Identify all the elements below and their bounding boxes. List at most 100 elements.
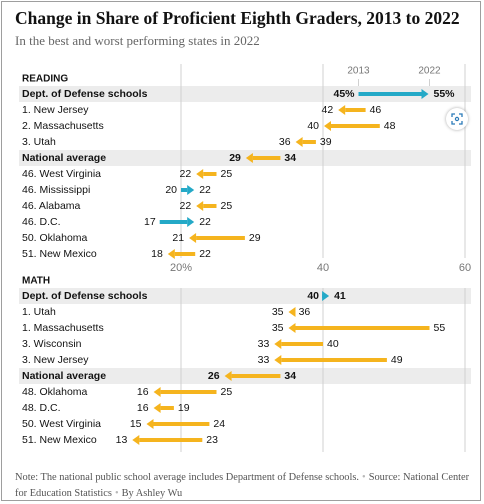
legend-year-start: 2013 bbox=[347, 66, 370, 77]
row-label: 3. Utah bbox=[22, 136, 56, 148]
arrow-head bbox=[153, 403, 161, 413]
row-label: 46. D.C. bbox=[22, 216, 61, 228]
row-label: 1. Massachusetts bbox=[22, 322, 104, 334]
highlight-band bbox=[19, 288, 471, 304]
value-2013: 46 bbox=[370, 104, 382, 116]
value-2013: 48 bbox=[384, 120, 396, 132]
arrow-head bbox=[274, 355, 282, 365]
footnote-text: Note: The national public school average… bbox=[15, 472, 360, 483]
row-label: 3. Wisconsin bbox=[22, 338, 82, 350]
value-2013: 25 bbox=[221, 386, 233, 398]
footnote-byline: By Ashley Wu bbox=[121, 488, 183, 499]
section-header: MATH bbox=[22, 276, 50, 287]
row-label: 1. New Jersey bbox=[22, 104, 89, 116]
row-label: 51. New Mexico bbox=[22, 248, 97, 260]
value-2013: 25 bbox=[221, 200, 233, 212]
footnote-source: Source: National Center for Education St… bbox=[15, 472, 470, 499]
value-2022: 22 bbox=[199, 184, 211, 196]
value-2013: 29 bbox=[249, 232, 261, 244]
arrow-head bbox=[189, 233, 197, 243]
legend-year-end: 2022 bbox=[418, 66, 441, 77]
value-2022: 22 bbox=[180, 200, 192, 212]
arrow-head bbox=[288, 307, 296, 317]
value-2013: 20 bbox=[165, 184, 177, 196]
footnote-separator: • bbox=[362, 472, 366, 483]
arrow-head bbox=[167, 249, 175, 259]
arrow-head bbox=[196, 201, 204, 211]
value-2022: 16 bbox=[137, 402, 149, 414]
value-2022: 21 bbox=[172, 232, 184, 244]
row-label: National average bbox=[22, 152, 106, 164]
value-2013: 19 bbox=[178, 402, 190, 414]
value-2013: 40 bbox=[307, 290, 319, 302]
expand-icon[interactable] bbox=[446, 108, 468, 130]
expand-icon-glyph bbox=[451, 113, 463, 125]
row-label: Dept. of Defense schools bbox=[22, 290, 148, 302]
row-label: 50. Oklahoma bbox=[22, 232, 88, 244]
value-2013: 45% bbox=[333, 88, 355, 100]
value-2013: 23 bbox=[206, 434, 218, 446]
row-label: Dept. of Defense schools bbox=[22, 88, 148, 100]
value-2022: 40 bbox=[307, 120, 319, 132]
x-tick-label: 60 bbox=[459, 262, 471, 274]
x-tick-label: 20% bbox=[170, 262, 192, 274]
value-2022: 35 bbox=[272, 322, 284, 334]
arrow-head bbox=[295, 137, 303, 147]
value-2013: 36 bbox=[299, 306, 311, 318]
chart-subtitle: In the best and worst performing states … bbox=[15, 33, 260, 48]
value-2022: 42 bbox=[322, 104, 334, 116]
row-label: 46. Alabama bbox=[22, 200, 81, 212]
value-2013: 49 bbox=[391, 354, 403, 366]
row-label: 46. West Virginia bbox=[22, 168, 101, 180]
value-2013: 17 bbox=[144, 216, 156, 228]
chart-title: Change in Share of Proficient Eighth Gra… bbox=[15, 8, 460, 28]
value-2022: 22 bbox=[180, 168, 192, 180]
arrow-head bbox=[338, 105, 346, 115]
value-2022: 18 bbox=[151, 248, 163, 260]
value-2013: 34 bbox=[284, 370, 296, 382]
value-2022: 15 bbox=[130, 418, 142, 430]
row-label: 51. New Mexico bbox=[22, 434, 97, 446]
value-2022: 22 bbox=[199, 216, 211, 228]
value-2022: 29 bbox=[229, 152, 241, 164]
value-2022: 33 bbox=[258, 354, 270, 366]
row-label: National average bbox=[22, 370, 106, 382]
arrow-head bbox=[324, 121, 331, 131]
arrow-head bbox=[196, 169, 204, 179]
arrow-head bbox=[146, 419, 154, 429]
value-2022: 41 bbox=[334, 290, 346, 302]
highlight-band bbox=[19, 150, 471, 166]
value-2022: 55% bbox=[434, 88, 456, 100]
value-2022: 35 bbox=[272, 306, 284, 318]
row-label: 1. Utah bbox=[22, 306, 56, 318]
section-header: READING bbox=[22, 74, 68, 85]
value-2013: 25 bbox=[221, 168, 233, 180]
footnote-separator: • bbox=[114, 488, 119, 499]
value-2013: 55 bbox=[434, 322, 446, 334]
value-2022: 13 bbox=[116, 434, 128, 446]
row-label: 2. Massachusetts bbox=[22, 120, 104, 132]
highlight-band bbox=[19, 86, 471, 102]
row-label: 46. Mississippi bbox=[22, 184, 90, 196]
row-label: 48. Oklahoma bbox=[22, 386, 88, 398]
value-2013: 34 bbox=[284, 152, 296, 164]
row-label: 48. D.C. bbox=[22, 402, 61, 414]
value-2022: 26 bbox=[208, 370, 220, 382]
value-2013: 39 bbox=[320, 136, 332, 148]
arrow-head bbox=[187, 217, 195, 227]
arrow-head bbox=[288, 323, 296, 333]
arrow-head bbox=[187, 185, 195, 195]
arrow-head bbox=[153, 387, 161, 397]
value-2022: 36 bbox=[279, 136, 291, 148]
value-2022: 33 bbox=[258, 338, 270, 350]
arrow-head bbox=[245, 153, 253, 163]
value-2022: 16 bbox=[137, 386, 149, 398]
arrow-head bbox=[421, 89, 429, 99]
value-2013: 22 bbox=[199, 248, 211, 260]
arrow-head bbox=[274, 339, 282, 349]
row-label: 50. West Virginia bbox=[22, 418, 101, 430]
arrow-head bbox=[322, 291, 330, 301]
arrow-head bbox=[224, 371, 232, 381]
